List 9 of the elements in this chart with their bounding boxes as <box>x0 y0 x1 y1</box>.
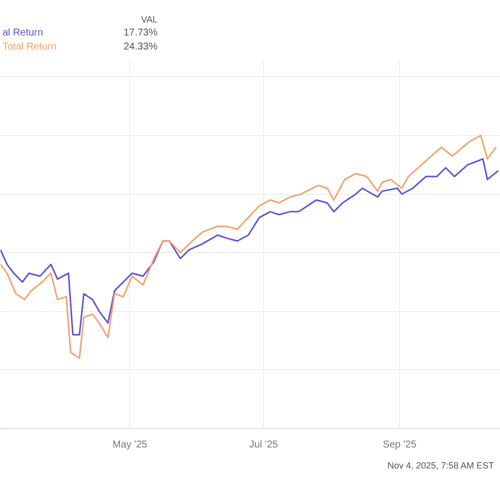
x-tick-label: Sep '25 <box>382 440 417 450</box>
text: al Return <box>2 28 44 38</box>
text: Total Return <box>2 42 56 52</box>
text: Nov 4, 2025, 7:58 AM EST <box>387 460 495 470</box>
x-tick-label: Jul '25 <box>249 440 278 450</box>
text: VAL <box>141 14 158 24</box>
text: 17.73% <box>124 28 158 38</box>
x-tick-label: May '25 <box>112 440 148 450</box>
text: 24.33% <box>124 42 158 52</box>
